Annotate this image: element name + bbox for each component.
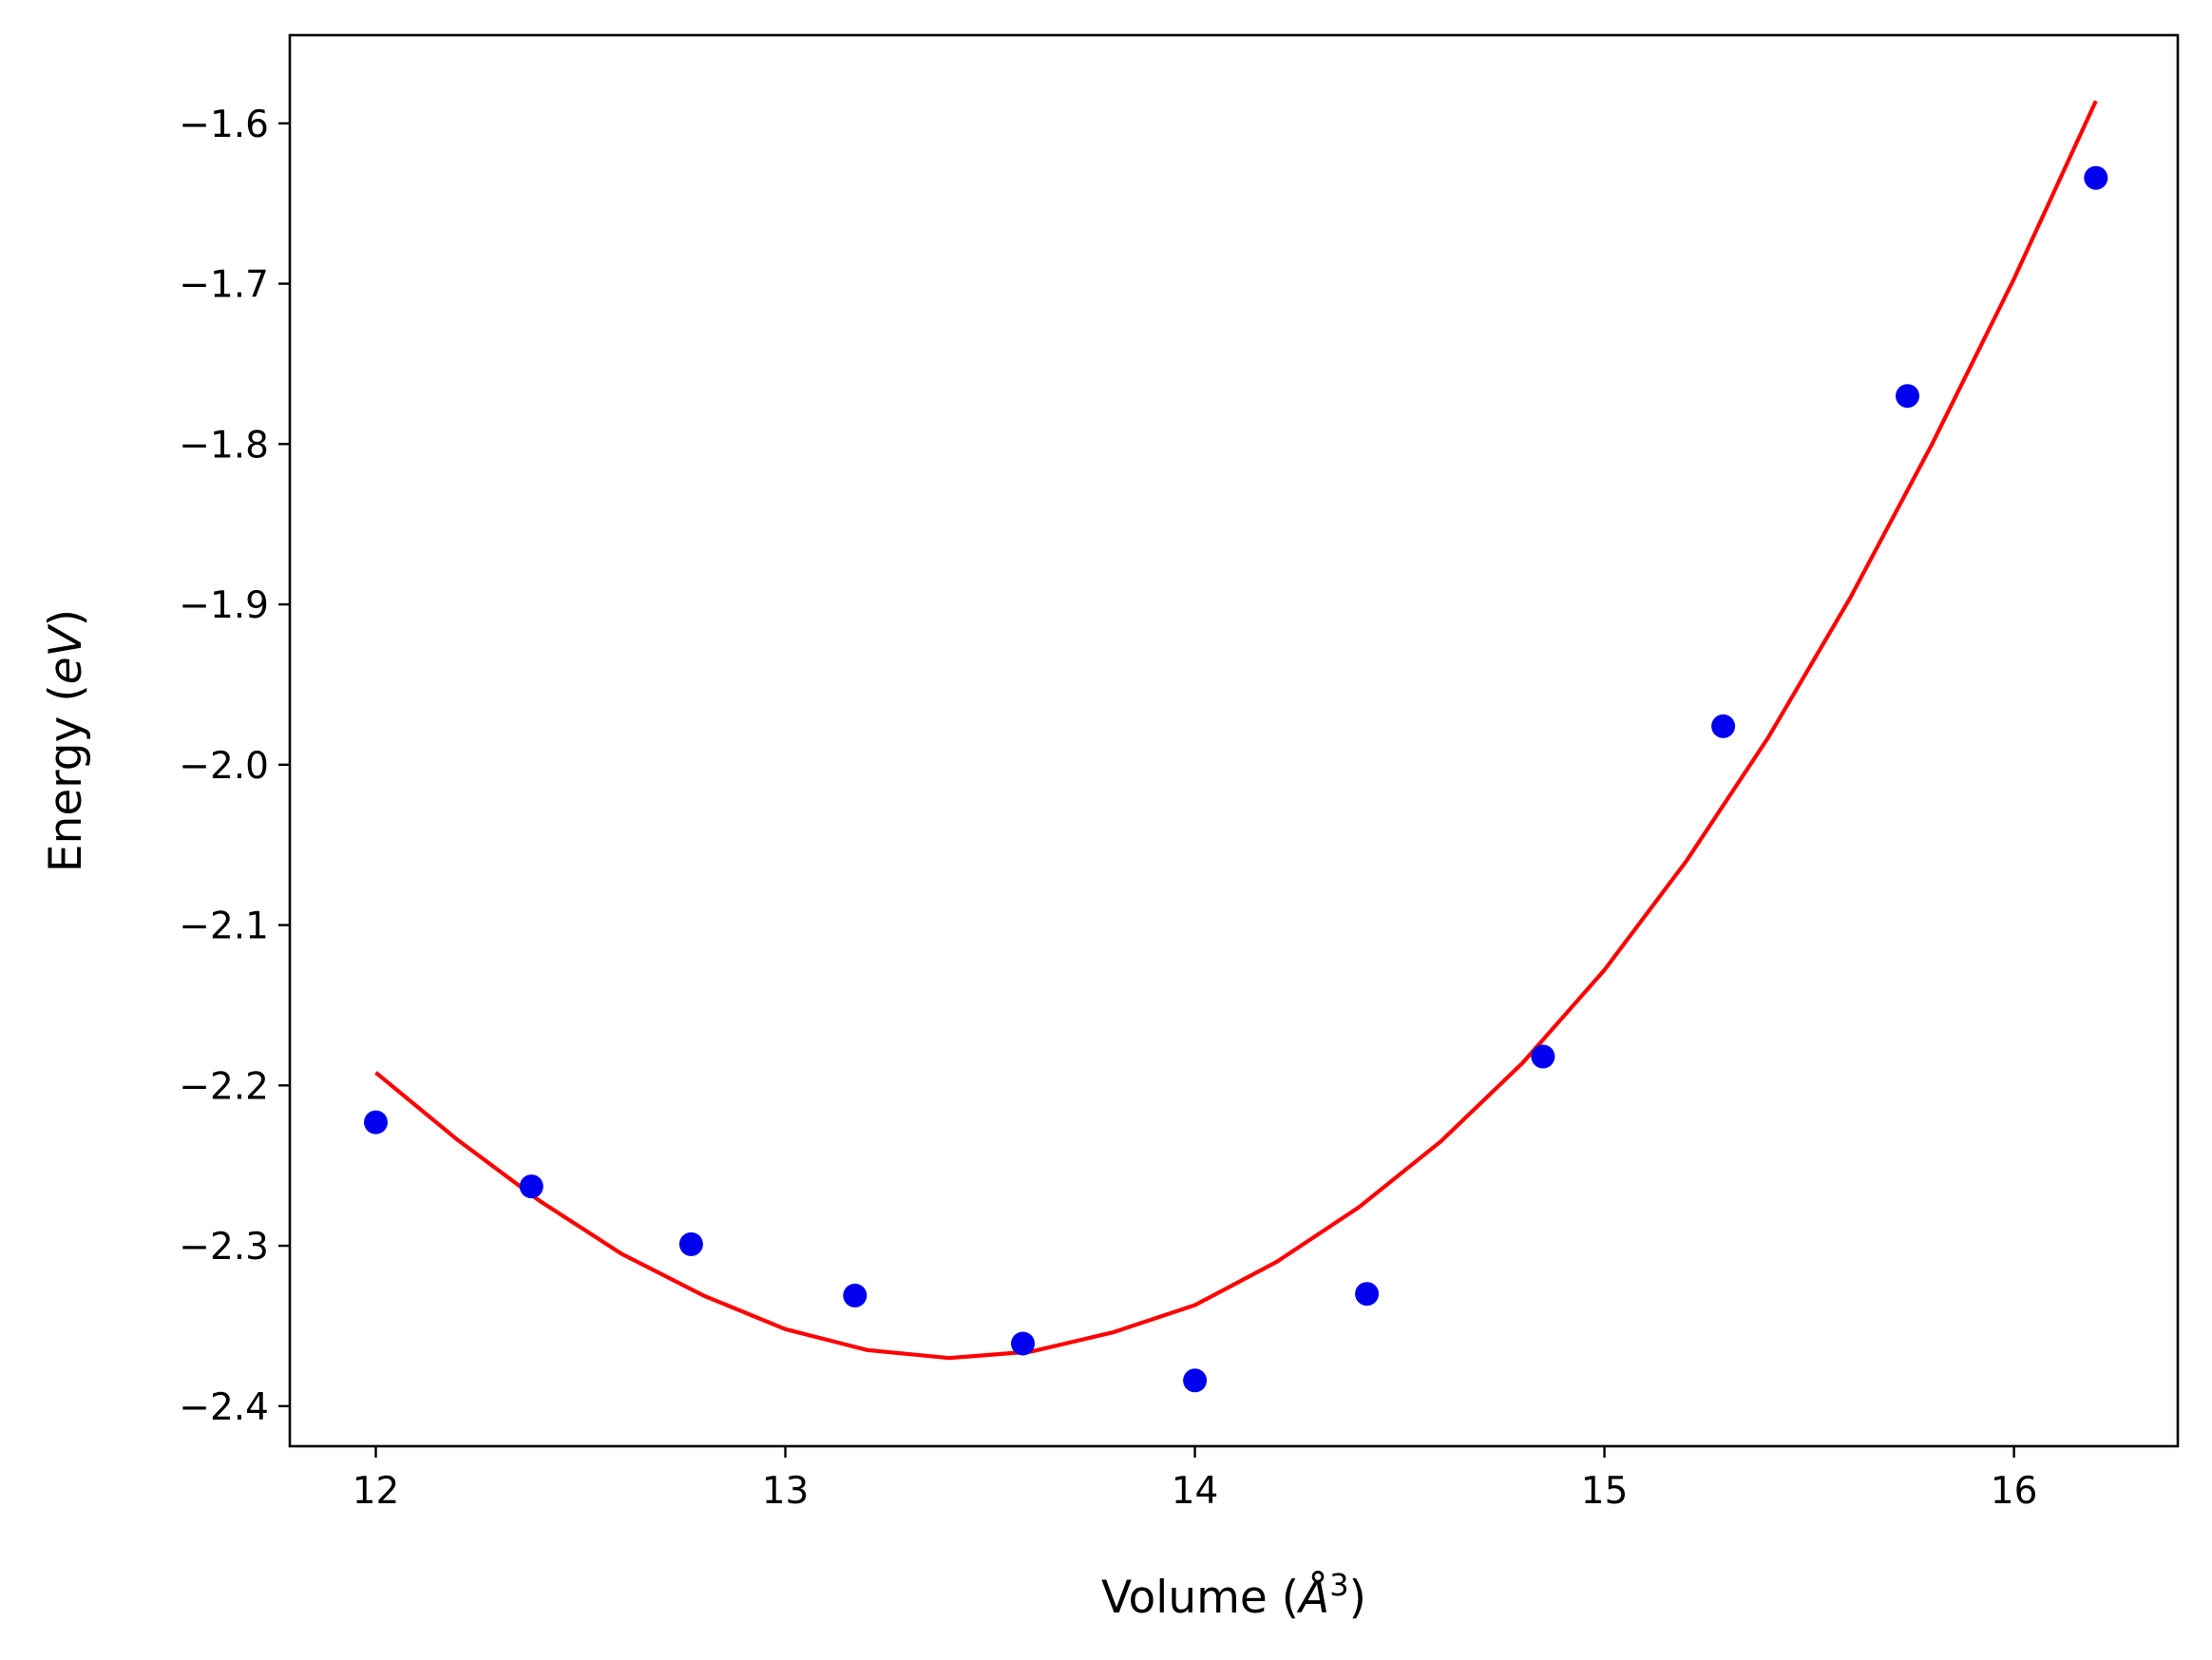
data-point-1 xyxy=(364,1110,388,1135)
data-point-9 xyxy=(1711,714,1736,738)
x-tick-label: 16 xyxy=(1991,1470,2038,1513)
x-tick-label: 15 xyxy=(1581,1470,1629,1513)
axes-frame xyxy=(288,33,2180,1448)
fit-curve-line xyxy=(374,100,2098,1361)
data-point-11 xyxy=(2084,165,2108,190)
y-tick-label: −2.0 xyxy=(179,745,269,788)
data-point-5 xyxy=(1011,1331,1035,1356)
axis-ticks: 12 13 14 15 16 −2.4 −2.3 −2.2 −2.1 −2.0 −1.9 −1.8 −1… xyxy=(179,104,2037,1513)
y-tick-label: −2.4 xyxy=(179,1386,269,1429)
x-tick-label: 13 xyxy=(762,1470,810,1513)
x-tick-label: 12 xyxy=(353,1470,400,1513)
data-point-6 xyxy=(1183,1368,1208,1393)
y-tick-label: −1.6 xyxy=(179,104,269,146)
y-tick-label: −2.3 xyxy=(179,1226,269,1269)
data-point-4 xyxy=(843,1283,868,1307)
data-point-10 xyxy=(1896,384,1919,409)
x-tick-label: 14 xyxy=(1172,1470,1219,1513)
y-tick-label: −1.9 xyxy=(179,584,269,627)
data-point-8 xyxy=(1531,1044,1555,1069)
y-axis-label: Energy (eV) xyxy=(40,609,92,872)
y-tick-label: −2.2 xyxy=(179,1065,269,1108)
y-tick-label: −1.8 xyxy=(179,424,269,467)
y-tick-label: −1.7 xyxy=(179,264,269,307)
y-tick-label: −2.1 xyxy=(179,906,269,948)
data-point-2 xyxy=(519,1174,543,1199)
plot-area xyxy=(364,100,2108,1393)
data-point-7 xyxy=(1355,1282,1380,1307)
x-axis-label: Volume (Å3) xyxy=(1101,1567,1366,1624)
data-point-3 xyxy=(678,1231,703,1256)
